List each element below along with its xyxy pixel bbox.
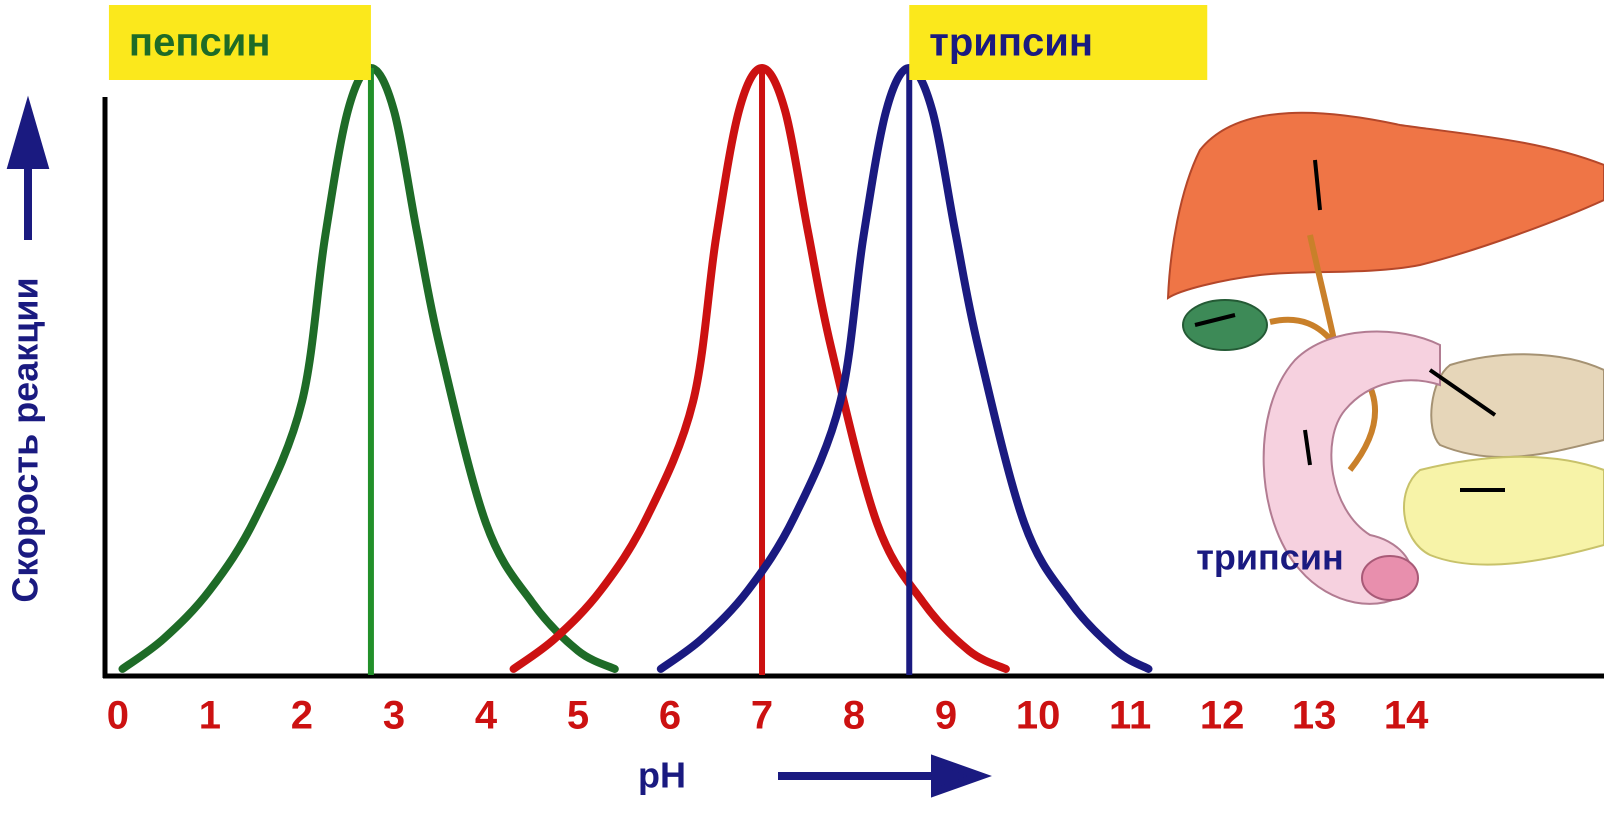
x-tick-label: 6 [659,694,681,738]
x-tick-label: 10 [1016,694,1061,738]
y-axis-arrow [12,110,44,240]
x-tick-label: 3 [383,694,405,738]
stomach [1431,354,1604,457]
x-axis-arrow [778,760,980,792]
x-tick-label: 4 [475,694,498,738]
legend-label: пепсин [129,21,271,65]
x-tick-label: 12 [1200,694,1245,738]
x-tick-label: 7 [751,694,773,738]
organ-illustration [1168,113,1604,604]
x-tick-label: 11 [1109,694,1151,738]
x-tick-label: 0 [107,694,129,738]
legend-label: трипсин [929,21,1093,65]
series-label: пепсин [109,5,371,80]
x-tick-label: 1 [199,694,221,738]
liver [1168,113,1604,298]
x-tick-label: 13 [1292,694,1337,738]
y-axis-label: Скорость реакции [5,277,46,602]
illustration-label: трипсин [1196,537,1343,578]
x-tick-label: 9 [935,694,957,738]
x-axis-label: pH [638,755,686,796]
x-tick-label: 2 [291,694,313,738]
duodenum-opening [1362,556,1418,600]
pancreas [1404,457,1604,565]
x-tick-label: 14 [1384,694,1429,738]
series-label: трипсин [909,5,1207,80]
chart: pH Скорость реакции трипсин 012345678910… [0,0,1604,822]
x-tick-label: 8 [843,694,865,738]
x-tick-label: 5 [567,694,589,738]
